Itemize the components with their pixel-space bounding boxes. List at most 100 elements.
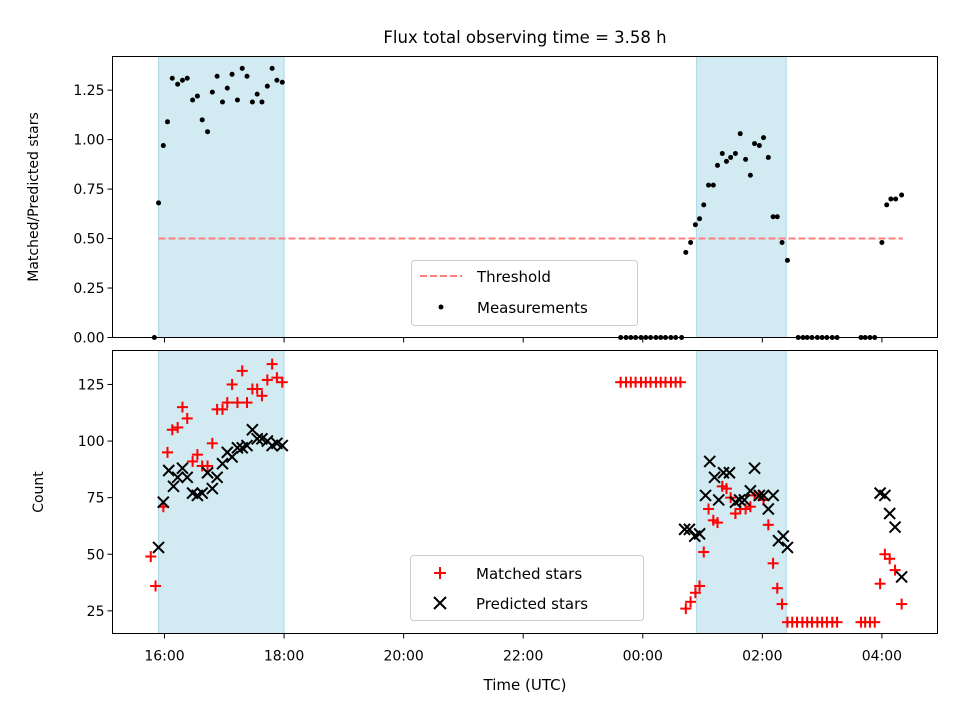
top-y-ticks: 0.00 0.25 0.50 0.75 1.00 1.25 — [73, 83, 113, 347]
measurement-point — [719, 150, 725, 156]
measurement-point — [770, 214, 776, 220]
predicted-star-point — [181, 471, 194, 484]
matched-star-point — [191, 449, 203, 461]
x-tick-label: 04:00 — [862, 649, 902, 665]
top-y-tick-label: 0.75 — [73, 182, 104, 198]
measurement-point — [249, 99, 255, 105]
measurement-point — [710, 182, 716, 188]
measurement-point — [169, 75, 175, 81]
measurement-point — [779, 240, 785, 246]
measurement-point — [761, 135, 767, 141]
x-tick-label: 18:00 — [264, 649, 304, 665]
measurement-point — [743, 156, 749, 162]
matched-star-point — [217, 403, 228, 415]
measurement-point — [688, 240, 694, 246]
predicted-star-point — [703, 455, 716, 468]
predicted-star-point — [201, 466, 214, 479]
bottom-legend: Matched stars Predicted stars — [410, 555, 644, 621]
legend-threshold-label: Threshold — [476, 268, 551, 286]
bottom-y-axis-label: Count — [31, 471, 47, 513]
measurement-point — [728, 154, 734, 160]
matched-star-point — [162, 446, 173, 458]
predicted-star-point — [240, 439, 254, 452]
measurement-point — [229, 71, 235, 77]
measurement-point — [701, 202, 707, 208]
top-y-tick-label: 1.25 — [73, 83, 104, 99]
matched-star-point — [771, 582, 783, 594]
matched-star-point — [266, 358, 278, 370]
predicted-star-point — [171, 471, 184, 484]
matched-star-point — [703, 503, 715, 515]
top-observing-band — [158, 56, 285, 338]
matched-star-point — [712, 517, 723, 529]
measurement-point — [259, 99, 265, 105]
top-panel: 0.00 0.25 0.50 0.75 1.00 1.25 Matched/Predict… — [26, 56, 938, 347]
measurement-point — [774, 214, 780, 220]
predicted-star-point — [693, 527, 706, 541]
bottom-x-ticks: 16:00 18:00 20:00 22:00 00:00 02:00 04:00 — [144, 633, 902, 665]
measurement-point — [723, 158, 729, 164]
measurement-point — [214, 73, 220, 79]
matched-star-point — [206, 437, 218, 449]
bottom-plot-frame — [112, 350, 938, 634]
predicted-star-point — [781, 541, 794, 554]
measurement-point — [274, 77, 280, 83]
x-tick-label: 22:00 — [503, 649, 543, 665]
predicted-star-point — [878, 489, 892, 502]
matched-star-point — [202, 460, 214, 472]
bottom-shading — [158, 350, 787, 634]
measurement-point — [879, 240, 885, 246]
matched-star-point — [145, 551, 157, 563]
measurement-point — [165, 119, 170, 125]
measurement-point — [244, 73, 250, 79]
matched-star-point — [150, 580, 162, 592]
predicted-star-point — [250, 432, 264, 446]
predicted-star-point — [738, 493, 751, 507]
measurement-point — [184, 75, 190, 81]
bottom-panel: 25 50 75 100 125 16:00 18:00 20:00 22:00 00:00 02… — [31, 350, 938, 694]
matched-star-point — [236, 365, 248, 377]
matched-star-point — [762, 519, 774, 531]
predicted-star-point — [744, 484, 757, 498]
bottom-markers — [145, 358, 908, 628]
chart-title: Flux total observing time = 3.58 h — [383, 28, 666, 47]
matched-star-point — [689, 587, 701, 599]
predicted-star-point — [712, 493, 725, 507]
matched-star-point — [889, 564, 901, 576]
x-tick-label: 00:00 — [623, 649, 663, 665]
legend-measurements-swatch — [438, 304, 444, 310]
matched-star-point — [831, 616, 843, 628]
bottom-y-tick-label: 50 — [87, 547, 105, 563]
measurement-point — [747, 172, 753, 178]
matched-star-point — [256, 390, 268, 402]
legend-matched-swatch — [434, 567, 446, 579]
predicted-star-point — [206, 482, 219, 495]
measurement-point — [199, 117, 205, 123]
predicted-star-point — [678, 523, 691, 536]
measurement-point — [899, 192, 905, 198]
top-y-tick-label: 0.25 — [73, 281, 104, 297]
x-tick-label: 16:00 — [144, 649, 184, 665]
x-axis-label: Time (UTC) — [483, 676, 567, 694]
measurement-point — [175, 81, 181, 87]
bottom-observing-band — [696, 350, 787, 634]
predicted-star-point — [216, 457, 229, 470]
matched-star-point — [869, 616, 881, 628]
matched-star-point — [680, 603, 692, 615]
measurement-point — [264, 83, 270, 89]
predicted-star-point — [167, 480, 180, 493]
top-y-axis-label: Matched/Predicted stars — [26, 112, 42, 282]
measurement-point — [279, 79, 285, 85]
top-plot-frame — [112, 56, 938, 338]
predicted-star-point — [895, 570, 908, 584]
measurement-point — [234, 97, 240, 103]
bottom-legend-box — [410, 555, 644, 621]
predicted-star-point — [766, 489, 780, 502]
predicted-star-point — [162, 464, 175, 477]
top-y-tick-label: 0.50 — [73, 232, 104, 248]
predicted-star-point — [276, 439, 289, 452]
matched-star-point — [187, 455, 199, 467]
predicted-star-point — [210, 471, 224, 484]
matched-star-point — [251, 383, 263, 395]
